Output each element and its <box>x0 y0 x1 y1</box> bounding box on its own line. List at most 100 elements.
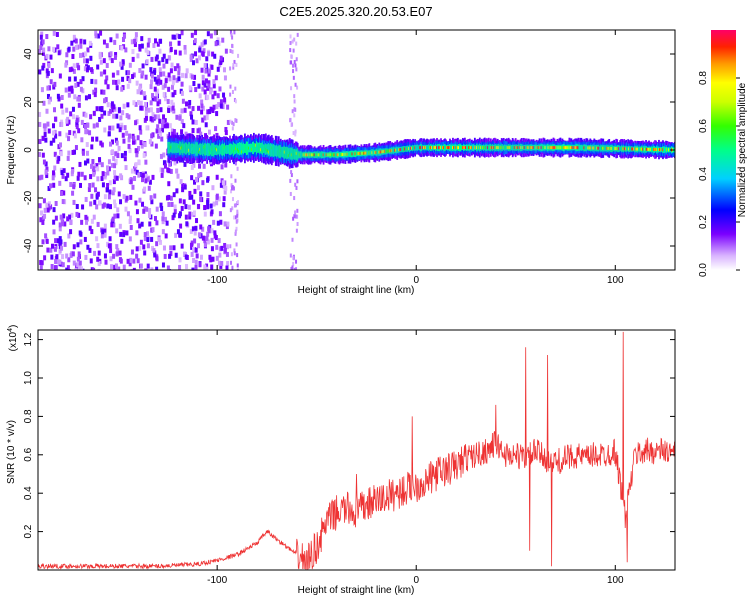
spectrogram-cell <box>199 196 203 202</box>
snr-y-tick-label: 0.4 <box>23 486 34 500</box>
colorbar-tick-label: 0.8 <box>698 71 709 85</box>
spectrogram-cell <box>125 130 129 136</box>
spectrogram-cell <box>102 89 106 95</box>
spectrogram-cell <box>136 53 140 59</box>
spectrogram-cell <box>627 146 630 152</box>
spectrogram-cell <box>173 34 177 40</box>
spectrogram-cell <box>320 151 323 159</box>
spectrogram-cell <box>215 255 219 261</box>
spectrogram-cell <box>72 130 76 136</box>
spectrogram-cell <box>142 208 146 214</box>
spectrogram-cell <box>651 146 653 153</box>
spectrogram-cell <box>202 163 206 169</box>
spectrogram-cell <box>210 264 214 270</box>
spectrogram-cell <box>129 194 133 200</box>
snr-frame <box>37 329 676 571</box>
spectrogram-cell <box>127 114 131 120</box>
spectrogram-cell <box>231 206 234 211</box>
spectrogram-cell <box>231 186 234 191</box>
spectrogram-cell <box>75 211 79 217</box>
spectrogram-cell <box>355 150 358 158</box>
spectrogram-cell <box>421 144 423 152</box>
spectrogram-cell <box>59 151 63 157</box>
colorbar: 0.0 0.2 0.4 0.6 0.8 Normalized spectral ampl… <box>698 30 748 277</box>
spectrogram-cell <box>56 93 60 99</box>
spectrogram-cell <box>195 176 199 182</box>
spectrogram-cell <box>204 68 208 74</box>
spectrogram-cell <box>271 144 274 156</box>
spectrogram-cell <box>185 101 189 107</box>
spectrogram-cell <box>99 140 103 146</box>
spectrogram-cell <box>285 146 288 159</box>
spectrogram-cell <box>214 75 218 81</box>
spectrogram-cell <box>121 37 125 43</box>
spectrogram-cell <box>146 237 150 243</box>
spectrogram-cell <box>123 33 127 39</box>
spectrogram-cell <box>112 113 116 119</box>
spectrogram-cell <box>158 99 162 105</box>
spectrogram-cell <box>250 143 253 153</box>
spectrogram-cell <box>204 133 208 139</box>
spectrogram-cell <box>119 199 123 205</box>
spectrogram-cell <box>151 227 155 233</box>
spectrogram-cell <box>88 225 92 231</box>
spectrogram-cell <box>175 77 179 83</box>
spectrogram-cell <box>86 65 90 71</box>
spectrogram-cell <box>191 106 195 112</box>
spectrogram-cell <box>171 80 175 86</box>
spectrogram-cell <box>208 143 210 156</box>
spectrogram-cell <box>111 125 115 131</box>
spectrogram-cell <box>441 144 443 151</box>
spectrogram-cell <box>62 213 66 219</box>
spectrogram-cell <box>180 129 184 135</box>
spectrogram-cell <box>225 251 229 257</box>
spectrogram-cell <box>180 108 184 114</box>
spectrogram-cell <box>229 66 232 71</box>
spectrogram-cell <box>235 226 238 231</box>
spectrogram-cell <box>151 174 155 180</box>
spectrogram-cell <box>97 261 101 267</box>
spectrogram-cell <box>60 190 64 196</box>
spectrogram-cell <box>206 239 210 245</box>
spectrogram-cell <box>293 148 296 160</box>
spectrogram-cell <box>93 199 97 205</box>
spectrogram-cell <box>289 191 292 196</box>
spectrogram-cell <box>64 176 68 182</box>
spectrogram-cell <box>201 235 205 241</box>
spectrogram-cell <box>67 119 71 125</box>
spectrogram-cell <box>206 177 210 183</box>
spectrogram-cell <box>138 86 142 92</box>
spectrogram-cell <box>70 40 74 46</box>
spectrogram-cell <box>159 71 163 77</box>
spectrogram-cell <box>107 194 111 200</box>
spectrogram-cell <box>267 142 270 157</box>
spectrogram-cell <box>161 123 165 129</box>
spectrogram-x-tick-label: -100 <box>207 275 227 286</box>
spectrogram-cell <box>165 195 169 201</box>
spectrogram-cell <box>147 185 151 191</box>
spectrogram-cell <box>198 93 202 99</box>
spectrogram-cell <box>193 238 197 244</box>
spectrogram-cell <box>49 183 53 189</box>
spectrogram-cell <box>190 114 194 120</box>
spectrogram-cell <box>116 248 120 254</box>
spectrogram-cell <box>548 144 551 151</box>
spectrogram-cell <box>164 78 168 84</box>
spectrogram-cell <box>437 144 439 152</box>
spectrogram-cell <box>249 143 251 153</box>
spectrogram-cell <box>260 142 263 154</box>
colorbar-tick-label: 0.4 <box>698 167 709 181</box>
spectrogram-cell <box>93 250 97 256</box>
spectrogram-cell <box>165 58 169 64</box>
spectrogram-cell <box>53 265 57 270</box>
spectrogram-cell <box>445 144 447 151</box>
spectrogram-cell <box>75 203 79 209</box>
spectrogram-cell <box>50 68 54 74</box>
spectrogram-cell <box>131 139 135 145</box>
spectrogram-cell <box>99 30 103 36</box>
spectrogram-cell <box>225 224 229 230</box>
spectrogram-cell <box>117 145 121 151</box>
spectrogram-cell <box>120 238 124 244</box>
spectrogram-cell <box>125 230 129 236</box>
spectrogram-cell <box>134 120 138 126</box>
